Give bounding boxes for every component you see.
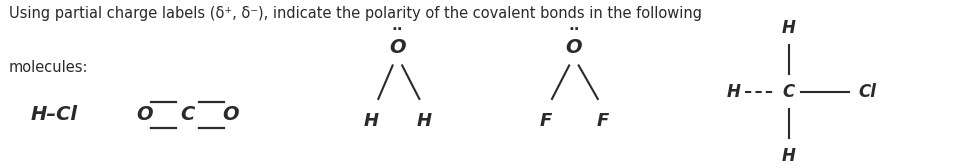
Text: Cl: Cl: [858, 83, 877, 101]
Text: H: H: [782, 19, 795, 37]
Text: F: F: [596, 112, 609, 130]
Text: H: H: [782, 147, 795, 165]
Text: H: H: [416, 112, 432, 130]
Text: molecules:: molecules:: [9, 60, 89, 75]
Text: H: H: [726, 83, 740, 101]
Text: C: C: [180, 105, 194, 124]
Text: ⋅⋅: ⋅⋅: [391, 22, 403, 37]
Text: F: F: [539, 112, 551, 130]
Text: ⋅⋅: ⋅⋅: [568, 22, 580, 37]
Text: O: O: [136, 105, 153, 124]
Text: O: O: [566, 38, 582, 57]
Text: H–Cl: H–Cl: [31, 105, 78, 124]
Text: Using partial charge labels (δ⁺, δ⁻), indicate the polarity of the covalent bond: Using partial charge labels (δ⁺, δ⁻), in…: [9, 6, 702, 21]
Text: C: C: [783, 83, 794, 101]
Text: O: O: [389, 38, 406, 57]
Text: O: O: [222, 105, 238, 124]
Text: H: H: [364, 112, 379, 130]
